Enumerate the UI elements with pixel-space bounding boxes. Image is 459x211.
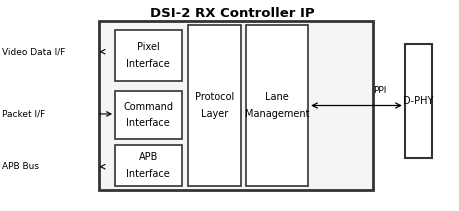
Text: Interface: Interface [126,169,170,179]
Text: D-PHY: D-PHY [403,96,433,106]
Bar [115,145,181,186]
Text: Pixel: Pixel [137,42,159,52]
Text: Video Data I/F: Video Data I/F [2,47,66,56]
Text: Interface: Interface [126,59,170,69]
Text: Protocol: Protocol [194,92,233,102]
Text: Lane: Lane [265,92,288,102]
Text: APB: APB [138,152,158,162]
Text: Interface: Interface [126,118,170,128]
Text: Management: Management [244,109,309,119]
Bar [246,25,308,186]
Text: Command: Command [123,101,173,112]
Text: APB Bus: APB Bus [2,162,39,171]
Bar [404,44,431,158]
Bar [115,91,181,139]
Bar [187,25,240,186]
Text: Layer: Layer [200,109,227,119]
Text: DSI-2 RX Controller IP: DSI-2 RX Controller IP [150,7,314,20]
Bar [99,21,372,190]
Bar [115,30,181,81]
Text: Packet I/F: Packet I/F [2,110,45,118]
Text: PPI: PPI [372,86,386,95]
